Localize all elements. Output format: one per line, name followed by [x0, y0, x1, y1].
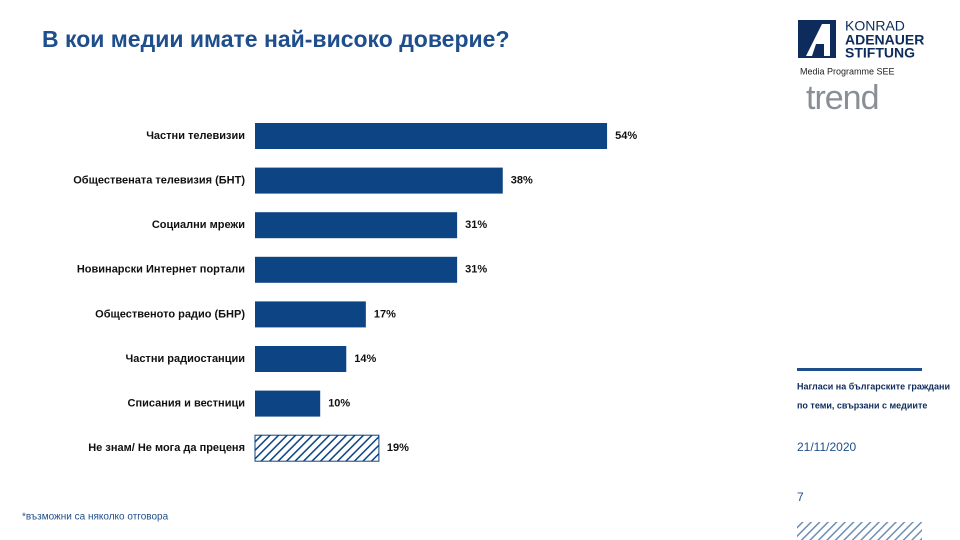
category-label: Социални мрежи	[152, 219, 245, 231]
category-label: Частни радиостанции	[125, 353, 245, 365]
category-label: Списания и вестници	[128, 398, 245, 410]
bar	[255, 346, 347, 372]
category-label: Общественото радио (БНР)	[95, 308, 245, 320]
category-label: Не знам/ Не мога да преценя	[88, 442, 245, 454]
value-label: 38%	[511, 175, 533, 187]
page-number: 7	[797, 490, 804, 504]
date: 21/11/2020	[797, 440, 856, 454]
bar	[255, 301, 366, 328]
sidebar-hatch	[797, 522, 922, 540]
category-label: Новинарски Интернет портали	[77, 264, 245, 276]
sidebar-text: Нагласи на българските граждани	[797, 381, 950, 391]
value-label: 17%	[374, 308, 396, 320]
chart: Частни телевизии 54% Обществената телевизи…	[73, 123, 637, 462]
value-label: 31%	[465, 264, 487, 276]
bar	[254, 434, 380, 462]
footnote: *възможни са няколко отговора	[22, 512, 169, 523]
sidebar-text: по теми, свързани с медиите	[797, 400, 927, 410]
value-label: 14%	[354, 353, 376, 365]
bar	[255, 123, 608, 149]
logo-text: STIFTUNG	[845, 45, 915, 61]
bar	[255, 256, 458, 283]
programme: Media Programme SEE	[800, 66, 895, 76]
sidebar-rule	[797, 368, 922, 371]
category-label: Обществената телевизия (БНТ)	[73, 175, 245, 187]
bar	[255, 167, 503, 194]
value-label: 10%	[328, 398, 350, 410]
value-label: 31%	[465, 219, 487, 231]
bar	[255, 212, 458, 239]
logo-text: ADENAUER	[845, 32, 924, 48]
bar	[255, 390, 321, 417]
logo-a	[806, 24, 830, 56]
trend-logo: trend	[806, 79, 879, 117]
value-label: 54%	[615, 130, 637, 142]
logo-text: KONRAD	[845, 18, 905, 34]
category-label: Частни телевизии	[146, 130, 245, 142]
chart-title: В кои медии имате най-високо доверие?	[42, 26, 510, 52]
value-label: 19%	[387, 442, 409, 454]
